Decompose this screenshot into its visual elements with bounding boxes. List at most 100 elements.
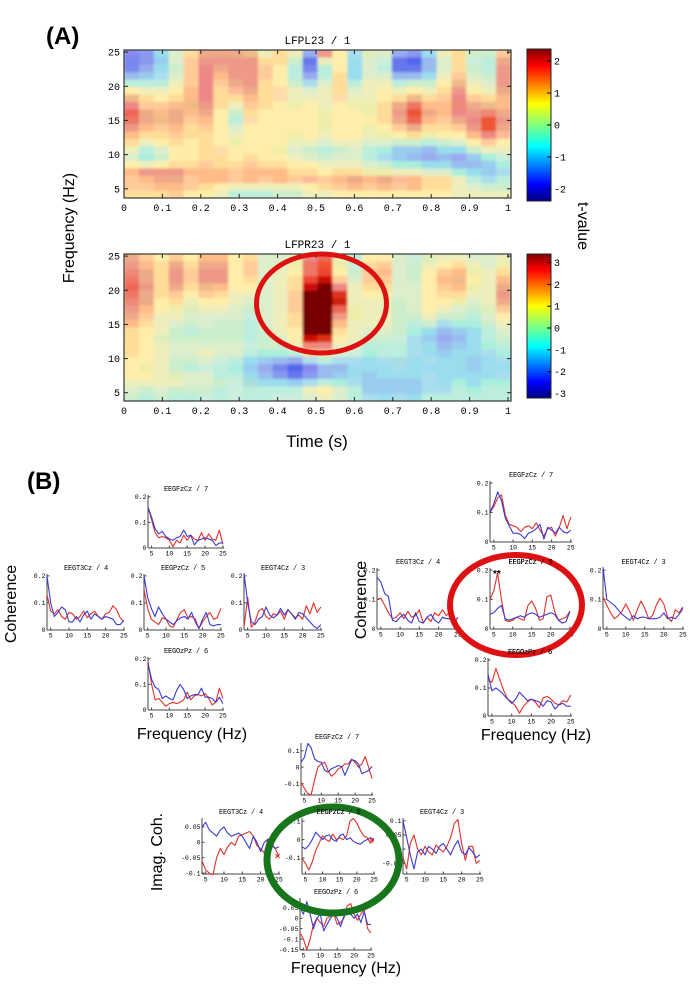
- svg-text:10: 10: [220, 877, 228, 884]
- svg-text:0.1: 0.1: [590, 597, 602, 604]
- svg-text:0.05: 0.05: [185, 824, 201, 831]
- svg-text:EEGT4Cz / 3: EEGT4Cz / 3: [420, 809, 464, 817]
- svg-text:15: 15: [336, 877, 344, 884]
- svg-text:0.5: 0.5: [307, 204, 325, 215]
- svg-text:0.8: 0.8: [422, 204, 440, 215]
- svg-text:0.1: 0.1: [475, 685, 487, 692]
- svg-text:5: 5: [303, 877, 307, 884]
- svg-text:0.2: 0.2: [590, 567, 602, 574]
- svg-text:25: 25: [219, 551, 227, 558]
- svg-text:0.5: 0.5: [307, 407, 325, 418]
- svg-text:-0.1: -0.1: [185, 870, 201, 877]
- svg-text:Imag. Coh.: Imag. Coh.: [149, 813, 166, 891]
- svg-text:0: 0: [372, 626, 376, 633]
- svg-text:15: 15: [108, 117, 120, 128]
- svg-text:EEGFzCz / 7: EEGFzCz / 7: [315, 734, 359, 742]
- svg-text:0: 0: [143, 545, 147, 552]
- svg-text:0: 0: [139, 627, 143, 634]
- svg-text:0: 0: [121, 407, 127, 418]
- svg-text:10: 10: [622, 632, 630, 639]
- svg-text:0.2: 0.2: [131, 573, 143, 580]
- svg-text:5: 5: [302, 798, 306, 805]
- svg-text:1: 1: [505, 407, 511, 418]
- svg-text:25: 25: [567, 545, 575, 552]
- svg-text:0.1: 0.1: [390, 818, 402, 825]
- svg-text:0.1: 0.1: [289, 818, 301, 825]
- svg-text:5: 5: [49, 633, 53, 640]
- svg-text:0.3: 0.3: [230, 407, 248, 418]
- svg-text:20: 20: [108, 287, 120, 298]
- svg-text:10: 10: [108, 151, 120, 162]
- svg-text:0.2: 0.2: [135, 656, 147, 663]
- svg-text:EEGPzCz / 5: EEGPzCz / 5: [508, 559, 552, 567]
- svg-text:Frequency (Hz): Frequency (Hz): [61, 173, 78, 283]
- svg-text:25: 25: [454, 632, 462, 639]
- svg-text:0: 0: [143, 707, 147, 714]
- svg-text:(A): (A): [46, 23, 79, 50]
- svg-text:25: 25: [567, 719, 575, 726]
- svg-text:0: 0: [598, 626, 602, 633]
- svg-text:10: 10: [162, 633, 170, 640]
- svg-text:20: 20: [299, 633, 307, 640]
- svg-text:0: 0: [297, 837, 301, 844]
- svg-text:15: 15: [528, 545, 536, 552]
- svg-text:0: 0: [42, 627, 46, 634]
- svg-text:5: 5: [150, 551, 154, 558]
- svg-text:0.2: 0.2: [477, 480, 489, 487]
- svg-text:Frequency (Hz): Frequency (Hz): [291, 960, 401, 977]
- svg-text:25: 25: [317, 633, 325, 640]
- svg-text:10: 10: [509, 632, 517, 639]
- svg-text:LFPR23 / 1: LFPR23 / 1: [284, 240, 350, 252]
- svg-text:0.6: 0.6: [345, 204, 363, 215]
- svg-text:5: 5: [492, 632, 496, 639]
- svg-text:20: 20: [350, 953, 358, 960]
- svg-text:15: 15: [108, 321, 120, 332]
- svg-text:-0.1: -0.1: [283, 936, 299, 943]
- svg-text:Frequency (Hz): Frequency (Hz): [481, 727, 591, 744]
- svg-text:25: 25: [367, 953, 375, 960]
- svg-text:15: 15: [641, 632, 649, 639]
- svg-text:5: 5: [405, 877, 409, 884]
- svg-text:20: 20: [108, 83, 120, 94]
- svg-text:15: 15: [180, 633, 188, 640]
- svg-text:0.4: 0.4: [269, 407, 287, 418]
- svg-text:0: 0: [483, 713, 487, 720]
- svg-text:Coherence: Coherence: [353, 561, 370, 639]
- svg-text:20: 20: [201, 551, 209, 558]
- svg-text:5: 5: [204, 877, 208, 884]
- svg-text:-1: -1: [554, 346, 566, 357]
- svg-text:0: 0: [485, 539, 489, 546]
- svg-text:10: 10: [508, 719, 516, 726]
- svg-text:0.2: 0.2: [135, 494, 147, 501]
- svg-text:-3: -3: [554, 390, 566, 401]
- svg-text:0.7: 0.7: [384, 204, 402, 215]
- svg-text:5: 5: [301, 953, 305, 960]
- svg-text:20: 20: [458, 877, 466, 884]
- svg-text:EEGOzPz / 6: EEGOzPz / 6: [314, 889, 358, 897]
- svg-text:10: 10: [317, 798, 325, 805]
- svg-text:10: 10: [421, 877, 429, 884]
- svg-text:15: 15: [334, 798, 342, 805]
- svg-text:2: 2: [554, 281, 560, 292]
- svg-text:**: **: [493, 569, 501, 580]
- svg-text:15: 15: [439, 877, 447, 884]
- svg-text:0: 0: [296, 764, 300, 771]
- svg-text:10: 10: [509, 545, 517, 552]
- svg-text:10: 10: [396, 632, 404, 639]
- svg-text:25: 25: [679, 632, 687, 639]
- svg-text:0: 0: [197, 840, 201, 847]
- svg-text:-0.15: -0.15: [279, 947, 299, 954]
- svg-text:0.2: 0.2: [475, 657, 487, 664]
- svg-text:0: 0: [485, 626, 489, 633]
- svg-text:20: 20: [351, 798, 359, 805]
- svg-text:2: 2: [554, 58, 560, 69]
- svg-text:20: 20: [435, 632, 443, 639]
- svg-text:5: 5: [246, 633, 250, 640]
- svg-text:20: 20: [201, 713, 209, 720]
- svg-text:25: 25: [108, 253, 120, 264]
- svg-text:10: 10: [108, 355, 120, 366]
- svg-text:15: 15: [183, 713, 191, 720]
- svg-text:0.6: 0.6: [345, 407, 363, 418]
- svg-text:20: 20: [257, 877, 265, 884]
- svg-text:0.1: 0.1: [477, 597, 489, 604]
